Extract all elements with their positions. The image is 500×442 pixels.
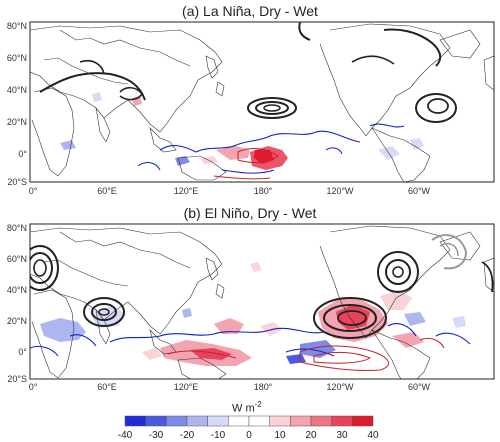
colorbar-segment [248,415,270,427]
colorbar-segment [124,415,146,427]
panel-b-map [30,224,494,379]
colorbar [124,415,374,427]
panel-b-lon-tick: 0° [29,382,38,392]
colorbar-segment [310,415,332,427]
panel-a-lat-tick: 20°N [7,117,27,127]
panel-a-frame [29,21,495,183]
colorbar-segment [290,415,312,427]
colorbar-segment [207,415,229,427]
panel-a-lat-axis: 80°N 60°N 40°N 20°N 0° 20°S [7,21,28,187]
colorbar-tick-label: 30 [336,430,348,441]
panel-b-lat-tick: 80°N [7,223,27,233]
panel-b-lon-tick: 120°E [174,382,199,392]
colorbar-tick-label: -20 [180,430,195,441]
colorbar-segment [352,415,374,427]
colorbar-segment [331,415,353,427]
panel-b-title: (b) El Niño, Dry - Wet [183,205,317,221]
panel-a-lat-tick: 80°N [7,21,27,31]
panel-a-lon-tick: 60°W [408,186,431,196]
panel-b-frame [29,223,495,380]
colorbar-units: W m-2 [232,400,262,415]
panel-a-lon-tick: 0° [29,186,38,196]
colorbar-segment [186,415,208,427]
panel-a-lon-tick: 120°E [174,186,199,196]
colorbar-tick-label: -30 [149,430,164,441]
colorbar-tick-label: -40 [118,430,133,441]
colorbar-segment [269,415,291,427]
panel-b-lon-tick: 180° [254,382,273,392]
colorbar-ticks: -40 -30 -20 -10 0 10 20 30 40 [118,430,379,441]
panel-b-lon-tick: 60°E [97,382,117,392]
panel-a-lon-tick: 180° [254,186,273,196]
panel-a-lat-tick: 0° [18,149,27,159]
panel-a-title: (a) La Niña, Dry - Wet [182,3,318,19]
panel-b-lon-tick: 60°W [408,382,431,392]
colorbar-tick-label: -10 [211,430,226,441]
panel-b-lat-tick: 20°S [7,374,27,384]
colorbar-tick-label: 40 [367,430,379,441]
panel-a-map [30,22,494,182]
panel-b-coastlines [30,225,494,379]
colorbar-segment [166,415,188,427]
panel-a-lat-tick: 20°S [7,177,27,187]
colorbar-tick-label: 20 [305,430,317,441]
panel-b-contours [30,234,494,372]
panel-a-lat-tick: 40°N [7,85,27,95]
panel-b-lat-axis: 80°N 60°N 40°N 20°N 0° 20°S [7,223,28,384]
colorbar-segment [145,415,167,427]
colorbar-tick-label: 0 [246,430,252,441]
panel-b-lat-tick: 40°N [7,285,27,295]
panel-b-lon-axis: 0° 60°E 120°E 180° 120°W 60°W [29,382,431,392]
colorbar-tick-label: 10 [274,430,286,441]
panel-b-lat-tick: 60°N [7,254,27,264]
colorbar-segment [228,415,250,427]
panel-a-lon-tick: 120°W [326,186,354,196]
panel-a-coastlines [30,23,494,182]
panel-b-lat-tick: 20°N [7,316,27,326]
panel-a-lat-tick: 60°N [7,53,27,63]
panel-a-contours [39,22,457,180]
panel-b-lat-tick: 0° [18,347,27,357]
panel-a-lon-tick: 60°E [97,186,117,196]
panel-b-lon-tick: 120°W [326,382,354,392]
panel-a-lon-axis: 0° 60°E 120°E 180° 120°W 60°W [29,186,431,196]
